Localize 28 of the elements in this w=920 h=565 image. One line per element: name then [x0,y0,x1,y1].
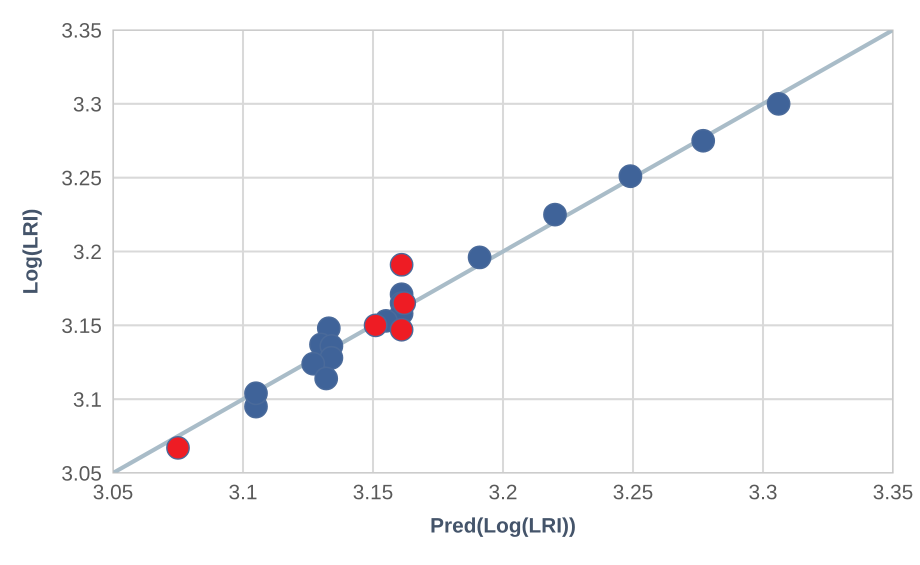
x-tick-label: 3.1 [229,484,256,500]
y-tick-label: 3.3 [74,96,101,112]
x-tick-label: 3.15 [354,484,392,500]
x-tick-label: 3.05 [94,484,132,500]
x-tick-label: 3.3 [749,484,777,500]
y-tick-label: 3.2 [74,244,101,260]
x-tick-label: 3.35 [874,484,912,500]
y-tick-label: 3.1 [74,392,101,407]
point [618,164,642,188]
point [468,246,492,270]
x-tick-label: 3.25 [614,484,652,500]
x-axis-title: Pred(Log(LRI)) [431,517,575,537]
point [301,352,326,376]
point [691,128,716,153]
point [766,92,790,116]
y-axis-title: Log(LRI) [22,210,42,293]
point [166,436,190,460]
y-tick-label: 3.25 [62,170,102,186]
y-tick-label: 3.05 [62,466,102,481]
y-tick-label: 3.35 [62,23,102,38]
point [390,252,414,277]
point [390,318,414,342]
x-tick-label: 3.2 [489,484,516,500]
y-tick-label: 3.15 [62,318,102,334]
point [314,366,338,390]
point [543,202,567,226]
point [364,313,388,338]
point [244,381,268,406]
